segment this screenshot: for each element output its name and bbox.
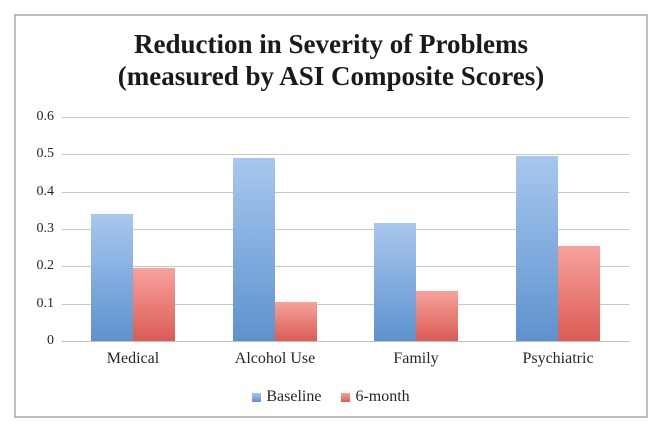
bar-6-month-medical [133,268,175,341]
bar-6-month-psychiatric [558,246,600,341]
y-axis-tick-label: 0.1 [36,296,55,311]
y-axis-tick-label: 0.4 [36,184,55,199]
legend-label: Baseline [266,388,322,405]
legend-item-baseline: Baseline [252,388,321,406]
x-axis-label-medical: Medical [106,350,160,367]
y-axis-tick-label: 0.6 [36,109,55,124]
x-axis-label-alcohol-use: Alcohol Use [234,350,316,367]
x-axis-line [62,341,629,342]
x-axis-label-family: Family [393,350,439,367]
gridline [62,229,629,230]
chart-legend: Baseline 6-month [16,388,646,406]
gridline [62,266,629,267]
plot-area: 0 0.1 0.2 0.3 0.4 0.5 0.6 Medical Alcohol Use Fam… [16,16,646,416]
bar-baseline-alcohol-use [233,158,275,341]
bar-baseline-psychiatric [516,156,558,341]
y-axis-tick-label: 0.2 [36,258,55,273]
bar-baseline-family [374,223,416,341]
legend-item-6-month: 6-month [341,388,410,406]
bar-6-month-family [416,291,458,341]
gridline [62,117,629,118]
x-axis-label-psychiatric: Psychiatric [522,350,594,367]
bar-baseline-medical [91,214,133,341]
legend-label: 6-month [355,388,410,405]
legend-swatch-icon [252,392,262,402]
gridline [62,154,629,155]
y-axis-tick-label: 0.5 [36,146,55,161]
bar-6-month-alcohol-use [275,302,317,341]
chart-title-line-1: Reduction in Severity of Problems [134,29,528,59]
legend-swatch-icon [341,392,351,402]
chart-title: Reduction in Severity of Problems (measu… [16,28,646,92]
chart-title-line-2: (measured by ASI Composite Scores) [117,61,545,91]
y-axis-tick-label: 0.3 [36,221,55,236]
gridline [62,304,629,305]
y-axis-tick-label: 0 [47,333,54,348]
chart-frame: Reduction in Severity of Problems (measu… [14,14,648,418]
gridline [62,192,629,193]
